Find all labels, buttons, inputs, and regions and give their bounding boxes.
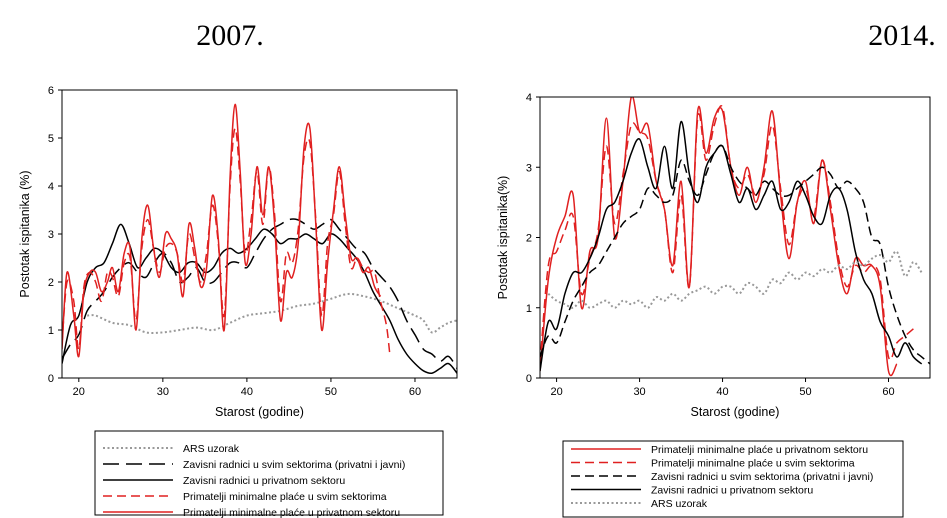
series-line xyxy=(540,120,923,372)
series-line xyxy=(62,218,457,369)
legend-entry: Zavisni radnici u svim sektorima (privat… xyxy=(183,459,405,471)
y-tick-label: 5 xyxy=(48,133,54,145)
x-tick-label: 40 xyxy=(241,386,253,398)
chart-0: 2007. 20 30 40 50 60 0 1 2 3 4 5 6 Starost (godine) Po… xyxy=(18,19,458,518)
y-tick-label: 4 xyxy=(526,92,532,104)
legend-entry: Primatelji minimalne plaće u privatnom s… xyxy=(651,444,868,456)
legend-entry: ARS uzorak xyxy=(651,498,708,510)
legend-entry: Primatelji minimalne plaće u svim sektor… xyxy=(651,458,855,470)
series-line xyxy=(62,103,382,358)
legend-entry: Zavisni radnici u privatnom sektoru xyxy=(651,485,813,497)
chart-title: 2007. xyxy=(196,19,264,52)
plot-area xyxy=(540,97,930,377)
y-tick-label: 2 xyxy=(48,277,54,289)
y-tick-label: 2 xyxy=(526,233,532,245)
y-tick-label: 6 xyxy=(48,85,54,97)
x-tick-label: 20 xyxy=(73,386,85,398)
chart-1: 2014. 20 30 40 50 60 0 1 2 3 4 Starost (godine) Post… xyxy=(496,19,936,518)
series-line xyxy=(62,223,457,375)
legend-entry: Zavisni radnici u privatnom sektoru xyxy=(183,475,345,487)
y-tick-label: 0 xyxy=(48,373,54,385)
legend-entry: Primatelji minimalne plaće u privatnom s… xyxy=(183,507,400,518)
legend-entry: Zavisni radnici u svim sektorima (privat… xyxy=(651,471,873,483)
series-line xyxy=(87,292,457,335)
x-axis-label: Starost (godine) xyxy=(691,405,780,419)
series-line xyxy=(540,105,914,364)
x-tick-label: 40 xyxy=(716,386,728,398)
x-tick-label: 30 xyxy=(633,386,645,398)
x-tick-label: 60 xyxy=(409,386,421,398)
legend-box xyxy=(562,440,904,518)
y-axis-label: Postotak ispitanika (%) xyxy=(18,170,32,297)
y-tick-label: 1 xyxy=(48,325,54,337)
series-line xyxy=(540,97,898,377)
series-line xyxy=(547,250,923,309)
x-tick-label: 50 xyxy=(325,386,337,398)
legend-entry: ARS uzorak xyxy=(183,443,240,455)
legend-entry: Primatelji minimalne plaće u svim sektor… xyxy=(183,491,387,503)
series-line xyxy=(540,144,930,365)
legend: ARS uzorak Zavisni radnici u svim sektori… xyxy=(94,430,444,518)
legend-box xyxy=(94,430,444,516)
y-tick-label: 4 xyxy=(48,181,54,193)
y-tick-label: 3 xyxy=(48,229,54,241)
plot-area xyxy=(62,103,457,375)
series-line xyxy=(62,127,391,355)
chart-title: 2014. xyxy=(868,19,936,52)
x-tick-label: 30 xyxy=(157,386,169,398)
y-axis-label: Postotak ispitanika(%) xyxy=(496,176,510,300)
x-tick-label: 60 xyxy=(882,386,894,398)
y-tick-label: 0 xyxy=(526,373,532,385)
legend: Primatelji minimalne plaće u privatnom s… xyxy=(562,440,904,518)
x-axis-label: Starost (godine) xyxy=(215,405,304,419)
y-tick-label: 1 xyxy=(526,303,532,315)
x-tick-label: 50 xyxy=(799,386,811,398)
y-tick-label: 3 xyxy=(526,162,532,174)
x-tick-label: 20 xyxy=(550,386,562,398)
